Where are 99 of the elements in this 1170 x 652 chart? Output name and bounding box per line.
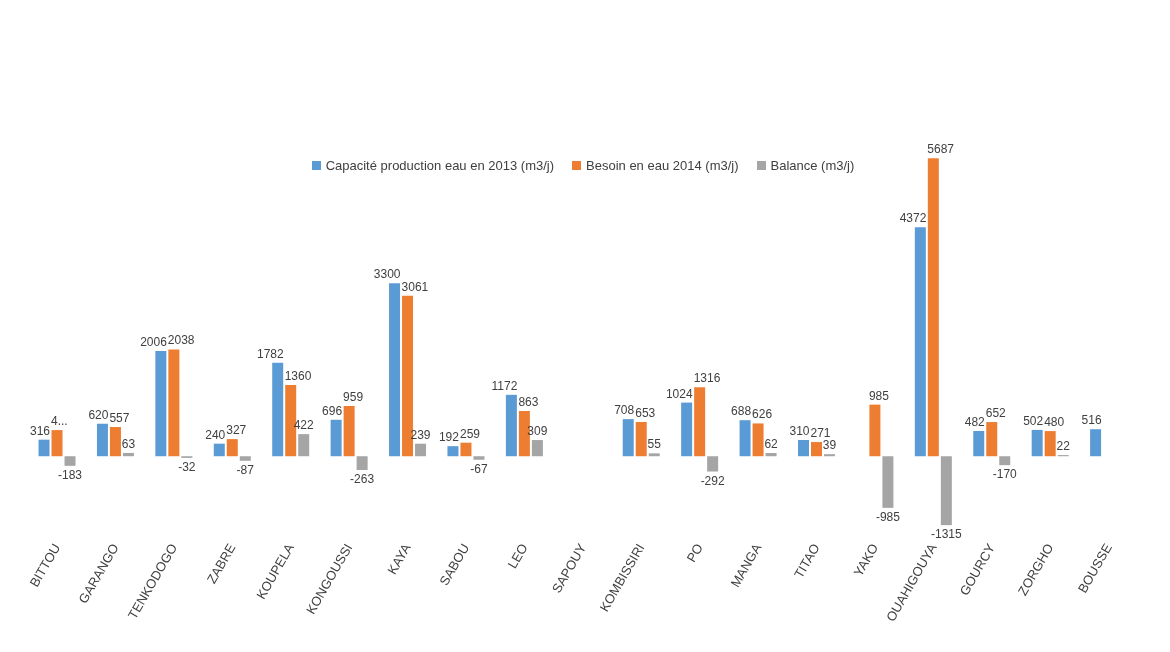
data-label: 708 — [614, 403, 635, 418]
data-label: 259 — [459, 426, 481, 441]
bar — [1090, 429, 1102, 457]
data-label: 626 — [752, 407, 773, 422]
bar — [797, 439, 809, 457]
bar — [51, 430, 63, 457]
data-label: 55 — [647, 437, 662, 452]
bar — [752, 423, 764, 457]
data-label: 1316 — [693, 371, 721, 386]
bar — [473, 456, 485, 460]
data-label: 696 — [322, 403, 343, 418]
bar — [330, 419, 342, 457]
data-label: 1782 — [257, 346, 285, 361]
data-label: 2038 — [167, 333, 195, 348]
data-label: 516 — [1081, 413, 1102, 428]
bar — [707, 456, 719, 472]
bar — [940, 456, 952, 526]
data-label: 502 — [1023, 413, 1044, 428]
bar — [882, 456, 894, 508]
data-label: 688 — [731, 404, 752, 419]
bar — [999, 456, 1011, 466]
data-label: 480 — [1044, 415, 1065, 430]
data-label: -183 — [58, 467, 83, 482]
data-label: -263 — [350, 472, 375, 487]
bar — [1044, 431, 1056, 457]
bar — [914, 227, 926, 457]
bar — [213, 443, 225, 457]
bar — [460, 442, 472, 457]
bar — [64, 456, 76, 466]
bar — [505, 394, 517, 457]
bar — [739, 420, 751, 457]
data-label: 192 — [438, 430, 460, 445]
data-label: 1024 — [665, 386, 693, 401]
data-label: 620 — [88, 407, 109, 422]
bar — [226, 439, 238, 457]
bar — [356, 456, 368, 471]
data-label: 959 — [343, 389, 364, 404]
bar — [447, 446, 459, 457]
bar — [96, 423, 108, 457]
bar — [38, 439, 50, 457]
data-label: 2006 — [140, 335, 168, 350]
data-label: 39 — [822, 438, 837, 453]
bar — [155, 351, 167, 457]
bar — [109, 427, 121, 457]
data-label: 653 — [635, 406, 656, 421]
bar — [389, 283, 401, 457]
data-label: 240 — [205, 427, 226, 442]
data-label: 310 — [789, 423, 810, 438]
bar — [272, 362, 284, 457]
data-label: 22 — [1056, 439, 1071, 454]
bar — [1031, 429, 1043, 457]
data-label: 271 — [810, 426, 831, 441]
x-tick-label: PO — [683, 541, 706, 565]
data-label: 4... — [51, 414, 68, 429]
bar — [986, 422, 998, 457]
bar — [122, 452, 134, 457]
bar — [973, 430, 985, 457]
data-label: -1315 — [930, 527, 962, 542]
data-label: -32 — [178, 459, 196, 474]
data-label: 652 — [985, 406, 1007, 421]
data-label: 4372 — [899, 211, 927, 226]
legend-label: Capacité production eau en 2013 (m3/j) — [324, 158, 555, 173]
bar — [681, 402, 693, 457]
data-label: 1172 — [491, 378, 518, 393]
data-label: 316 — [29, 423, 51, 438]
bar — [531, 440, 543, 457]
bar — [869, 404, 881, 457]
data-label: 985 — [868, 388, 890, 403]
data-label: -170 — [992, 467, 1018, 482]
data-label: 1360 — [284, 368, 312, 383]
data-label: 5687 — [927, 142, 955, 157]
data-label: 327 — [226, 423, 247, 438]
bar — [415, 443, 427, 457]
bar — [648, 453, 660, 457]
bar — [927, 158, 939, 457]
bar — [518, 411, 530, 457]
bar — [694, 387, 706, 457]
data-label: 3300 — [373, 267, 401, 282]
bar — [239, 456, 251, 461]
bar — [823, 454, 835, 457]
data-label: -985 — [875, 509, 901, 524]
data-label: 3061 — [401, 279, 429, 294]
bar — [622, 419, 634, 457]
data-label: -67 — [470, 461, 488, 476]
bar — [298, 434, 310, 457]
bar — [810, 442, 822, 457]
bar — [343, 405, 355, 457]
data-label: 482 — [964, 414, 986, 429]
legend-label: Balance (m3/j) — [769, 158, 855, 173]
data-label: 63 — [121, 436, 136, 451]
legend-label: Besoin en eau 2014 (m3/j) — [585, 158, 739, 173]
data-label: 557 — [109, 411, 130, 426]
bar — [635, 422, 647, 457]
bar — [765, 452, 777, 457]
data-label: -292 — [700, 473, 725, 488]
bar — [168, 349, 180, 457]
data-label: 62 — [764, 436, 779, 451]
data-label: 863 — [518, 395, 539, 410]
data-label: -87 — [236, 462, 255, 477]
